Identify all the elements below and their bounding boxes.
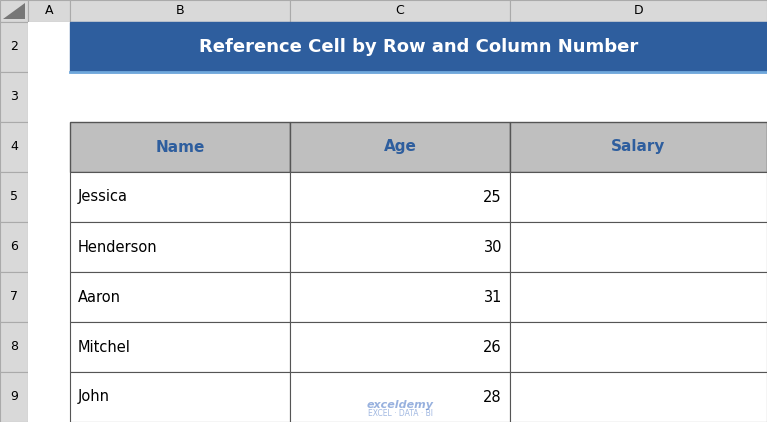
- Text: 3: 3: [10, 90, 18, 103]
- Bar: [290, 272, 510, 322]
- Text: 25: 25: [483, 189, 502, 205]
- Text: A: A: [44, 5, 53, 17]
- Bar: [510, 72, 767, 122]
- Bar: [70, 272, 290, 322]
- Bar: [28, 172, 70, 222]
- Text: 6: 6: [10, 241, 18, 254]
- Bar: [510, 122, 767, 172]
- Bar: [28, 122, 70, 172]
- Text: 31: 31: [484, 289, 502, 305]
- Text: 9: 9: [10, 390, 18, 403]
- Text: Salary: Salary: [611, 140, 666, 154]
- Bar: [70, 72, 290, 122]
- Bar: [510, 372, 767, 422]
- Text: Aaron: Aaron: [78, 289, 121, 305]
- Bar: [290, 322, 510, 372]
- Text: exceldemy: exceldemy: [367, 400, 433, 409]
- Bar: [510, 222, 767, 272]
- Bar: [70, 122, 290, 172]
- Bar: [510, 0, 767, 22]
- Bar: [0, 172, 28, 222]
- Text: Reference Cell by Row and Column Number: Reference Cell by Row and Column Number: [199, 38, 638, 56]
- Bar: [0, 222, 28, 272]
- Bar: [0, 122, 28, 172]
- Bar: [28, 272, 70, 322]
- Bar: [28, 222, 70, 272]
- Bar: [290, 372, 510, 422]
- Text: C: C: [396, 5, 404, 17]
- Bar: [70, 222, 290, 272]
- Bar: [0, 0, 28, 22]
- Bar: [0, 22, 28, 72]
- Bar: [0, 372, 28, 422]
- Text: B: B: [176, 5, 184, 17]
- Bar: [28, 72, 70, 122]
- Polygon shape: [3, 3, 25, 19]
- Bar: [70, 372, 290, 422]
- Text: Henderson: Henderson: [78, 240, 158, 254]
- Bar: [290, 172, 510, 222]
- Bar: [28, 322, 70, 372]
- Bar: [0, 72, 28, 122]
- Text: 8: 8: [10, 341, 18, 354]
- Bar: [70, 322, 290, 372]
- Bar: [290, 122, 510, 172]
- Bar: [510, 222, 767, 272]
- Text: 7: 7: [10, 290, 18, 303]
- Text: 4: 4: [10, 141, 18, 154]
- Bar: [0, 272, 28, 322]
- Bar: [510, 172, 767, 222]
- Bar: [28, 372, 70, 422]
- Bar: [70, 122, 290, 172]
- Bar: [70, 222, 290, 272]
- Bar: [290, 122, 510, 172]
- Bar: [70, 172, 290, 222]
- Bar: [290, 222, 510, 272]
- Bar: [290, 372, 510, 422]
- Bar: [70, 22, 290, 72]
- Bar: [70, 272, 290, 322]
- Bar: [510, 172, 767, 222]
- Text: Mitchel: Mitchel: [78, 340, 131, 354]
- Bar: [290, 72, 510, 122]
- Bar: [510, 322, 767, 372]
- Text: 26: 26: [483, 340, 502, 354]
- Text: Name: Name: [155, 140, 205, 154]
- Bar: [0, 322, 28, 372]
- Bar: [290, 272, 510, 322]
- Text: Age: Age: [384, 140, 416, 154]
- Text: D: D: [634, 5, 644, 17]
- Bar: [510, 272, 767, 322]
- Text: John: John: [78, 390, 110, 405]
- Text: 5: 5: [10, 190, 18, 203]
- Bar: [290, 222, 510, 272]
- Text: Jessica: Jessica: [78, 189, 128, 205]
- Bar: [510, 372, 767, 422]
- Bar: [28, 0, 70, 22]
- Bar: [290, 322, 510, 372]
- Bar: [70, 0, 290, 22]
- Bar: [510, 272, 767, 322]
- Bar: [290, 22, 510, 72]
- Text: 30: 30: [483, 240, 502, 254]
- Bar: [510, 22, 767, 72]
- Bar: [290, 172, 510, 222]
- Bar: [70, 372, 290, 422]
- Bar: [290, 0, 510, 22]
- Bar: [510, 322, 767, 372]
- Bar: [70, 22, 767, 72]
- Bar: [70, 172, 290, 222]
- Bar: [28, 22, 70, 72]
- Text: 2: 2: [10, 41, 18, 54]
- Text: 28: 28: [483, 390, 502, 405]
- Bar: [70, 322, 290, 372]
- Bar: [510, 122, 767, 172]
- Text: EXCEL · DATA · BI: EXCEL · DATA · BI: [367, 409, 433, 418]
